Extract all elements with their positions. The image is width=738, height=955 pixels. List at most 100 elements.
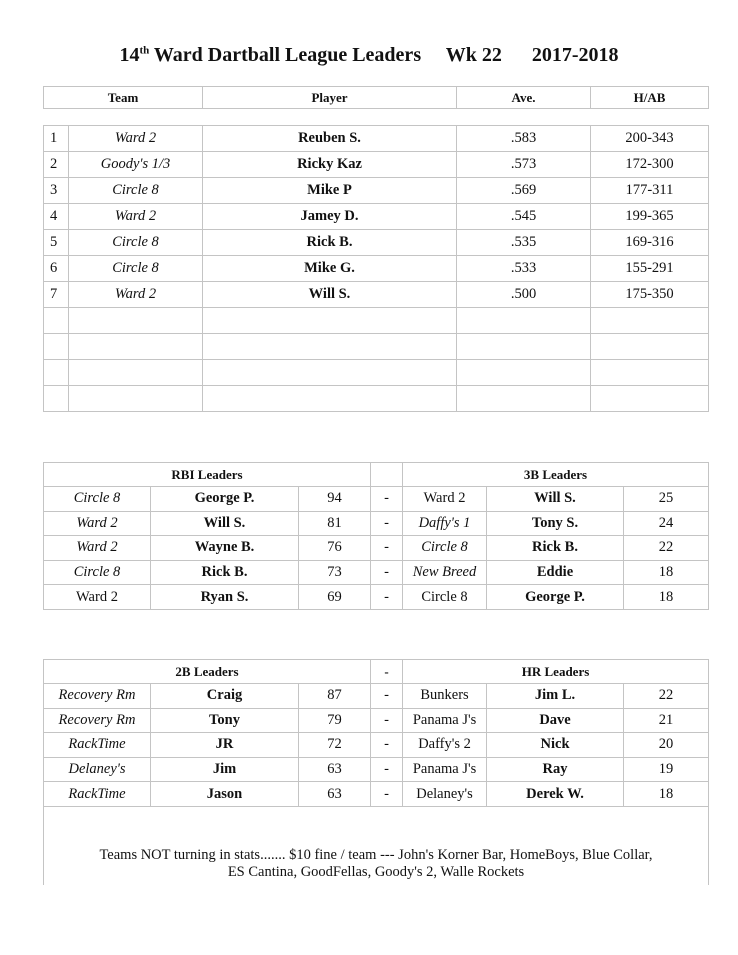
table-row: 1 Ward 2 Reuben S. .583 200-343 — [43, 125, 709, 152]
team-cell: Goody's 1/3 — [68, 151, 203, 178]
separator-cell: - — [370, 510, 403, 537]
hab-cell: 200-343 — [590, 125, 709, 152]
table-row: 7 Ward 2 Will S. .500 175-350 — [43, 281, 709, 308]
table-row: 5 Circle 8 Rick B. .535 169-316 — [43, 229, 709, 256]
team-cell: Ward 2 — [68, 203, 203, 230]
batting-header-table: Team Player Ave. H/AB — [43, 86, 709, 109]
2b-hr-table: 2B Leaders - HR Leaders Recovery Rm Craig 87-… — [42, 659, 710, 886]
player-cell: Rick B. — [150, 559, 299, 586]
rank-cell: 1 — [43, 125, 69, 152]
right-section-title: 3B Leaders — [401, 462, 710, 487]
table-row: 3 Circle 8 Mike P .569 177-311 — [43, 177, 709, 204]
team-cell: Circle 8 — [43, 559, 151, 586]
player-cell: Ricky Kaz — [202, 151, 457, 178]
player-cell: Rick B. — [486, 535, 624, 561]
team-cell — [68, 359, 203, 386]
team-cell: Recovery Rm — [43, 683, 151, 709]
team-cell: Circle 8 — [402, 584, 487, 610]
hab-cell — [590, 359, 709, 386]
table-row — [43, 333, 709, 360]
header-team: Team — [43, 86, 203, 109]
hab-cell: 199-365 — [590, 203, 709, 230]
value-cell: 22 — [622, 535, 710, 561]
separator-cell: - — [370, 781, 404, 807]
player-cell: Will S. — [486, 486, 624, 512]
ave-cell: .533 — [456, 255, 591, 282]
player-cell: Nick — [486, 732, 625, 758]
footer-line: ES Cantina, GoodFellas, Goody's 2, Walle… — [227, 864, 525, 881]
player-cell: Eddie — [486, 559, 624, 586]
team-cell: Circle 8 — [68, 177, 203, 204]
separator-cell: - — [370, 486, 403, 512]
team-cell: Panama J's — [402, 756, 488, 783]
separator-cell — [370, 462, 403, 487]
header-player: Player — [202, 86, 457, 109]
team-cell: Ward 2 — [43, 510, 151, 537]
rank-cell — [43, 359, 69, 386]
value-cell: 87 — [297, 683, 372, 709]
ave-cell — [456, 385, 591, 412]
value-cell: 18 — [622, 559, 710, 586]
team-cell: Delaney's — [402, 781, 488, 807]
hab-cell: 177-311 — [590, 177, 709, 204]
footer-note: Teams NOT turning in stats....... $10 fi… — [42, 805, 710, 886]
value-cell: 69 — [298, 584, 371, 610]
value-cell: 18 — [622, 584, 710, 610]
table-row: RackTime Jason 63- Delaney's Derek W. 18 — [43, 781, 710, 807]
player-cell: Craig — [150, 683, 299, 709]
right-section-title: HR Leaders — [402, 659, 710, 684]
table-row: 6 Circle 8 Mike G. .533 155-291 — [43, 255, 709, 282]
player-cell: Will S. — [150, 510, 299, 537]
team-cell: Circle 8 — [68, 229, 203, 256]
value-cell: 94 — [298, 486, 371, 512]
player-cell: Jason — [150, 781, 299, 807]
ave-cell: .573 — [456, 151, 591, 178]
rank-cell — [43, 385, 69, 412]
separator-cell: - — [370, 584, 403, 610]
hab-cell: 175-350 — [590, 281, 709, 308]
separator-cell: - — [370, 756, 404, 783]
team-cell: Bunkers — [402, 683, 488, 709]
hab-cell — [590, 307, 709, 334]
separator-cell: - — [370, 559, 403, 586]
hab-cell: 172-300 — [590, 151, 709, 178]
value-cell: 25 — [622, 486, 710, 512]
team-cell: New Breed — [402, 559, 487, 586]
ave-cell: .500 — [456, 281, 591, 308]
player-cell — [202, 359, 457, 386]
player-cell — [202, 307, 457, 334]
team-cell: Circle 8 — [43, 486, 151, 512]
team-cell — [68, 333, 203, 360]
value-cell: 73 — [298, 559, 371, 586]
team-cell: Ward 2 — [43, 535, 151, 561]
ave-cell — [456, 333, 591, 360]
table-row: 4 Ward 2 Jamey D. .545 199-365 — [43, 203, 709, 230]
value-cell: 21 — [623, 707, 710, 734]
value-cell: 63 — [297, 756, 372, 783]
rank-cell — [43, 307, 69, 334]
value-cell: 63 — [297, 781, 372, 807]
team-cell: Ward 2 — [68, 125, 203, 152]
separator-cell: - — [370, 732, 404, 758]
separator-cell: - — [370, 659, 404, 684]
table-row — [43, 385, 709, 412]
rank-cell: 4 — [43, 203, 69, 230]
player-cell: Jim — [150, 756, 299, 783]
table-row: Recovery Rm Tony 79- Panama J's Dave 21 — [43, 707, 710, 734]
table-row: Circle 8 Rick B. 73- New Breed Eddie 18 — [43, 559, 710, 586]
separator-cell: - — [370, 707, 404, 734]
ave-cell: .583 — [456, 125, 591, 152]
table-row — [43, 359, 709, 386]
team-cell: Panama J's — [402, 707, 488, 734]
value-cell: 81 — [298, 510, 371, 537]
table-row: RackTime JR 72- Daffy's 2 Nick 20 — [43, 732, 710, 758]
value-cell: 22 — [623, 683, 710, 709]
player-cell: Dave — [486, 707, 625, 734]
table-row: Ward 2 Ryan S. 69- Circle 8 George P. 18 — [43, 584, 710, 610]
ave-cell: .569 — [456, 177, 591, 204]
player-cell: Derek W. — [486, 781, 625, 807]
left-section-title: RBI Leaders — [43, 462, 371, 487]
table-row: Ward 2 Wayne B. 76- Circle 8 Rick B. 22 — [43, 535, 710, 561]
value-cell: 18 — [623, 781, 710, 807]
